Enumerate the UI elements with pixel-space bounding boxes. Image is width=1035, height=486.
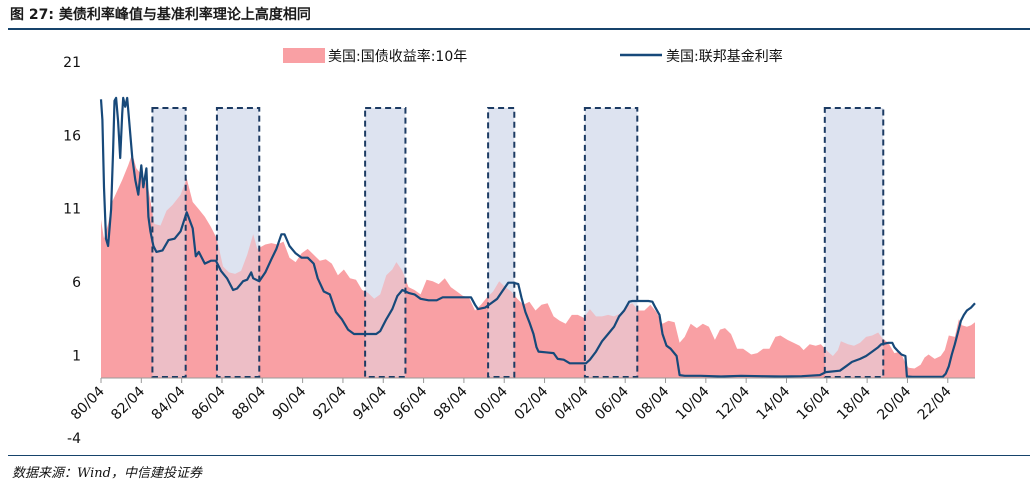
y-tick-label: 6 <box>72 275 81 291</box>
x-tick-label: 82/04 <box>108 383 148 423</box>
legend-label-area: 美国:国债收益率:10年 <box>328 48 467 65</box>
highlight-box <box>215 107 261 378</box>
x-tick-label: 10/04 <box>673 383 713 423</box>
highlight-box-layer <box>151 107 885 378</box>
x-tick-label: 92/04 <box>310 383 350 423</box>
x-tick-label: 04/04 <box>552 383 592 423</box>
y-ticks: 21 16 11 6 1 -4 <box>63 55 81 447</box>
x-tick-label: 00/04 <box>471 383 511 423</box>
legend-swatch-area <box>283 48 325 63</box>
x-tick-label: 16/04 <box>794 383 834 423</box>
series-area-10y-yield <box>101 153 975 378</box>
x-tick-label: 94/04 <box>350 383 390 423</box>
y-tick-label: 1 <box>72 348 81 364</box>
source-note: 数据来源：Wind，中信建投证券 <box>12 466 202 481</box>
x-tick-label: 80/04 <box>68 383 108 423</box>
highlight-box <box>364 107 407 378</box>
bottom-rule <box>8 455 1030 456</box>
x-tick-label: 90/04 <box>270 383 310 423</box>
highlight-box <box>151 107 187 378</box>
highlight-box <box>823 107 885 378</box>
x-tick-label: 02/04 <box>512 383 552 423</box>
top-rule <box>8 28 1030 30</box>
highlight-fill <box>824 108 884 377</box>
x-tick-label: 86/04 <box>189 383 229 423</box>
highlight-box <box>583 107 639 378</box>
legend-label-line: 美国:联邦基金利率 <box>666 48 783 65</box>
figure-title: 图 27: 美债利率峰值与基准利率理论上高度相同 <box>10 7 311 23</box>
x-tick-label: 20/04 <box>874 383 914 423</box>
y-tick-label: -4 <box>67 431 81 447</box>
x-tick-label: 98/04 <box>431 383 471 423</box>
legend: 美国:国债收益率:10年 美国:联邦基金利率 <box>283 48 783 65</box>
y-tick-label: 11 <box>63 202 81 218</box>
x-tick-label: 12/04 <box>713 383 753 423</box>
x-tick-label: 06/04 <box>592 383 632 423</box>
series-line-fed-funds <box>99 96 976 378</box>
x-tick-label: 18/04 <box>834 383 874 423</box>
y-tick-label: 16 <box>63 128 81 144</box>
x-ticks: 80/04 82/04 84/04 86/04 88/04 90/04 92/04 94/04… <box>68 378 955 423</box>
x-tick-label: 96/04 <box>391 383 431 423</box>
highlight-box <box>487 107 516 378</box>
x-tick-label: 14/04 <box>753 383 793 423</box>
x-tick-label: 22/04 <box>915 383 955 423</box>
y-tick-label: 21 <box>63 55 81 71</box>
x-tick-label: 84/04 <box>149 383 189 423</box>
x-tick-label: 88/04 <box>229 383 269 423</box>
x-tick-label: 08/04 <box>632 383 672 423</box>
